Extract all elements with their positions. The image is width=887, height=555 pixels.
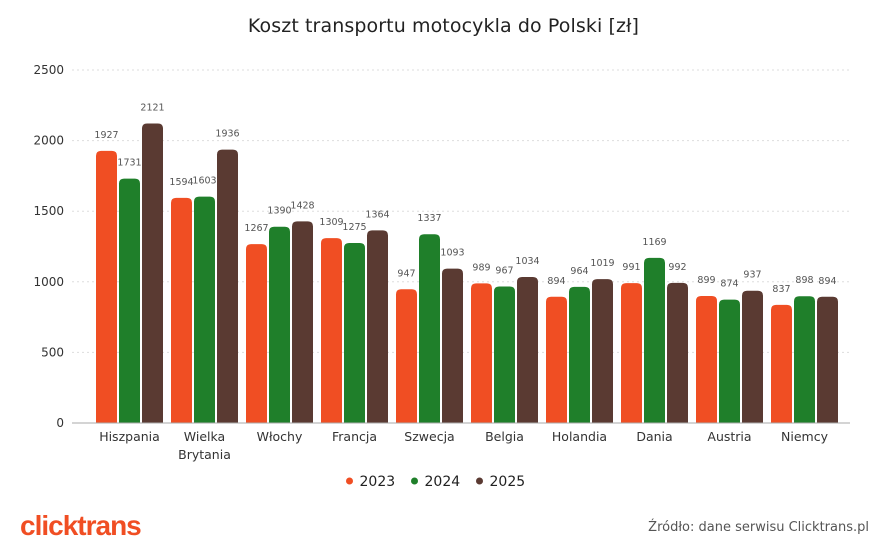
- bar-2024: [794, 296, 815, 423]
- data-label: 894: [818, 276, 836, 287]
- bar-2025: [217, 149, 238, 424]
- bar-2025: [817, 296, 838, 423]
- data-label: 894: [547, 276, 565, 287]
- data-label: 898: [795, 275, 813, 286]
- bar-2025: [142, 123, 163, 423]
- bar-2024: [719, 299, 740, 423]
- data-label: 967: [495, 265, 513, 276]
- data-label: 1364: [365, 209, 389, 220]
- y-tick-label: 2500: [33, 63, 64, 77]
- x-tick-label: Belgia: [485, 429, 524, 444]
- data-label: 1019: [590, 258, 614, 269]
- data-label: 991: [622, 262, 640, 273]
- bar-2024: [119, 178, 140, 423]
- bar-2025: [292, 221, 313, 423]
- data-label: 1927: [94, 130, 118, 141]
- bars-layer: [96, 123, 838, 424]
- bar-2025: [742, 290, 763, 423]
- clicktrans-logo: clicktrans: [20, 510, 142, 541]
- bar-2025: [592, 279, 613, 423]
- bar-2023: [471, 283, 492, 423]
- legend-marker-2025: [476, 477, 483, 485]
- source-note: Źródło: dane serwisu Clicktrans.pl: [648, 520, 869, 535]
- bar-2024: [269, 226, 290, 423]
- chart-title: Koszt transportu motocykla do Polski [zł…: [247, 15, 640, 37]
- legend: 2023 2024 2025: [346, 474, 525, 490]
- data-label: 1337: [417, 213, 441, 224]
- data-label: 1093: [440, 248, 464, 259]
- bar-2023: [321, 238, 342, 423]
- data-label: 947: [397, 268, 415, 279]
- data-label: 992: [668, 262, 686, 273]
- bar-2024: [569, 286, 590, 423]
- data-label: 1428: [290, 200, 314, 211]
- data-label: 1034: [515, 256, 539, 267]
- x-tick-label: Wielka: [184, 429, 225, 444]
- bar-2023: [171, 197, 192, 423]
- bar-2024: [644, 257, 665, 423]
- bar-2024: [419, 234, 440, 423]
- x-tick-label: Francja: [332, 429, 377, 444]
- x-tick-label: Hiszpania: [99, 429, 160, 444]
- x-tick-label: Austria: [707, 429, 751, 444]
- data-label: 1309: [319, 217, 343, 228]
- data-label: 899: [697, 275, 715, 286]
- bar-2025: [367, 230, 388, 423]
- x-tick-label: Szwecja: [404, 429, 454, 444]
- data-label: 1594: [169, 177, 193, 188]
- bar-2023: [396, 289, 417, 423]
- x-tick-label: Włochy: [257, 429, 303, 444]
- bar-2023: [696, 296, 717, 423]
- data-label: 1731: [117, 158, 141, 169]
- legend-marker-2023: [346, 477, 353, 485]
- bar-2023: [96, 150, 117, 423]
- y-tick-label: 1000: [33, 275, 64, 289]
- data-label: 1603: [192, 176, 216, 187]
- x-tick-label: Niemcy: [781, 429, 829, 444]
- data-label: 1275: [342, 222, 366, 233]
- bar-2025: [667, 282, 688, 423]
- bar-2024: [194, 196, 215, 423]
- data-label: 964: [570, 266, 588, 277]
- legend-marker-2024: [411, 477, 418, 485]
- data-label: 937: [743, 270, 761, 281]
- bar-2024: [494, 286, 515, 423]
- bar-2023: [621, 283, 642, 423]
- data-label: 989: [472, 262, 490, 273]
- legend-label-2025: 2025: [490, 474, 526, 490]
- bar-2023: [246, 244, 267, 423]
- data-label: 1169: [642, 237, 666, 248]
- data-label: 2121: [140, 103, 164, 114]
- data-label: 1267: [244, 223, 268, 234]
- data-label: 1936: [215, 129, 239, 140]
- x-tick-label: Brytania: [178, 447, 231, 462]
- y-tick-label: 0: [56, 416, 64, 430]
- legend-label-2023: 2023: [360, 474, 396, 490]
- x-tick-label: Holandia: [552, 429, 607, 444]
- legend-label-2024: 2024: [425, 474, 461, 490]
- bar-2025: [517, 276, 538, 423]
- data-label: 874: [720, 279, 738, 290]
- axis-layer: 0 500 1000 1500 2000 2500 Hiszpania Wielka Bryta…: [33, 63, 850, 462]
- bar-2023: [546, 296, 567, 423]
- x-tick-label: Dania: [636, 429, 672, 444]
- data-label: 837: [772, 284, 790, 295]
- data-label: 1390: [267, 206, 291, 217]
- bar-2023: [771, 304, 792, 423]
- bar-2025: [442, 268, 463, 423]
- y-tick-label: 500: [41, 345, 64, 359]
- bar-2024: [344, 242, 365, 423]
- y-tick-label: 1500: [33, 204, 64, 218]
- y-tick-label: 2000: [33, 134, 64, 148]
